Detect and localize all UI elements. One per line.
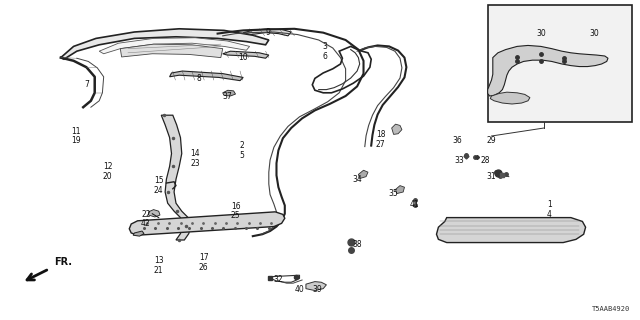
Polygon shape (133, 231, 144, 236)
Text: 16: 16 (230, 202, 241, 211)
Polygon shape (243, 29, 291, 36)
Text: 32: 32 (273, 276, 284, 284)
Polygon shape (436, 218, 586, 243)
Text: 27: 27 (376, 140, 386, 148)
Text: 31: 31 (486, 172, 497, 180)
Text: 2: 2 (239, 141, 244, 150)
Polygon shape (223, 51, 269, 58)
Polygon shape (99, 38, 250, 54)
Text: 39: 39 (312, 285, 322, 294)
Text: 6: 6 (323, 52, 328, 60)
Polygon shape (148, 210, 160, 217)
Text: 14: 14 (190, 149, 200, 158)
Text: 20: 20 (102, 172, 113, 180)
Text: 7: 7 (84, 80, 89, 89)
Polygon shape (358, 170, 368, 179)
Text: 37: 37 (222, 92, 232, 100)
Text: 24: 24 (154, 186, 164, 195)
Bar (488, 5, 632, 122)
Polygon shape (306, 282, 326, 291)
Text: 35: 35 (388, 189, 399, 198)
Polygon shape (170, 71, 243, 81)
Text: 9: 9 (265, 28, 270, 36)
Text: 10: 10 (238, 53, 248, 62)
Text: 34: 34 (352, 175, 362, 184)
Text: 5: 5 (239, 151, 244, 160)
Text: 4: 4 (547, 210, 552, 219)
Text: 26: 26 (198, 263, 209, 272)
Text: 29: 29 (486, 136, 497, 145)
Text: 18: 18 (376, 130, 385, 139)
Text: 41: 41 (410, 200, 420, 209)
Text: 28: 28 (481, 156, 490, 164)
Text: T5AAB4920: T5AAB4920 (592, 306, 630, 312)
Polygon shape (161, 115, 191, 240)
Text: 21: 21 (154, 266, 163, 275)
Text: 30: 30 (589, 29, 599, 38)
Text: 36: 36 (452, 136, 463, 145)
Text: 38: 38 (352, 240, 362, 249)
Text: 33: 33 (454, 156, 465, 164)
Polygon shape (490, 92, 530, 104)
Text: 8: 8 (196, 74, 201, 83)
Polygon shape (392, 124, 402, 134)
Polygon shape (223, 90, 236, 96)
Text: 23: 23 (190, 159, 200, 168)
Text: FR.: FR. (54, 257, 72, 267)
Text: 17: 17 (198, 253, 209, 262)
Polygon shape (488, 45, 608, 96)
Text: 22: 22 (141, 210, 150, 219)
Text: 15: 15 (154, 176, 164, 185)
Text: 1: 1 (547, 200, 552, 209)
Text: 11: 11 (71, 127, 80, 136)
Text: 25: 25 (230, 212, 241, 220)
Polygon shape (129, 212, 285, 235)
Text: 12: 12 (103, 162, 112, 171)
Polygon shape (61, 29, 269, 59)
Text: 40: 40 (294, 285, 305, 294)
Polygon shape (396, 186, 404, 194)
Text: 30: 30 (536, 29, 546, 38)
Text: 19: 19 (70, 136, 81, 145)
Text: 13: 13 (154, 256, 164, 265)
Text: 42: 42 (141, 220, 151, 228)
Text: 3: 3 (323, 42, 328, 51)
Polygon shape (120, 44, 223, 58)
